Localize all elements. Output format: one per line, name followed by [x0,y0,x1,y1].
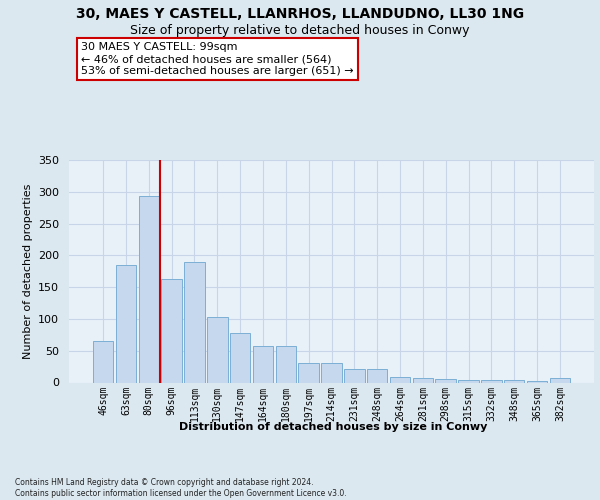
Text: Size of property relative to detached houses in Conwy: Size of property relative to detached ho… [130,24,470,37]
Bar [298,364,319,382]
Bar [344,369,365,382]
Bar [207,317,227,382]
Text: 30, MAES Y CASTELL, LLANRHOS, LLANDUDNO, LL30 1NG: 30, MAES Y CASTELL, LLANRHOS, LLANDUDNO,… [76,8,524,22]
Bar [367,368,388,382]
Bar [527,381,547,382]
Bar [436,380,456,382]
Bar [413,378,433,382]
Text: Distribution of detached houses by size in Conwy: Distribution of detached houses by size … [179,422,487,432]
Bar [116,265,136,382]
Bar [184,262,205,382]
Y-axis label: Number of detached properties: Number of detached properties [23,184,32,359]
Bar [139,196,159,382]
Bar [458,380,479,382]
Bar [93,341,113,382]
Bar [504,380,524,382]
Bar [481,380,502,382]
Bar [253,346,273,382]
Bar [161,279,182,382]
Text: 30 MAES Y CASTELL: 99sqm
← 46% of detached houses are smaller (564)
53% of semi-: 30 MAES Y CASTELL: 99sqm ← 46% of detach… [81,42,353,76]
Bar [321,364,342,382]
Bar [275,346,296,382]
Text: Contains HM Land Registry data © Crown copyright and database right 2024.
Contai: Contains HM Land Registry data © Crown c… [15,478,347,498]
Bar [390,378,410,382]
Bar [230,333,250,382]
Bar [550,378,570,382]
